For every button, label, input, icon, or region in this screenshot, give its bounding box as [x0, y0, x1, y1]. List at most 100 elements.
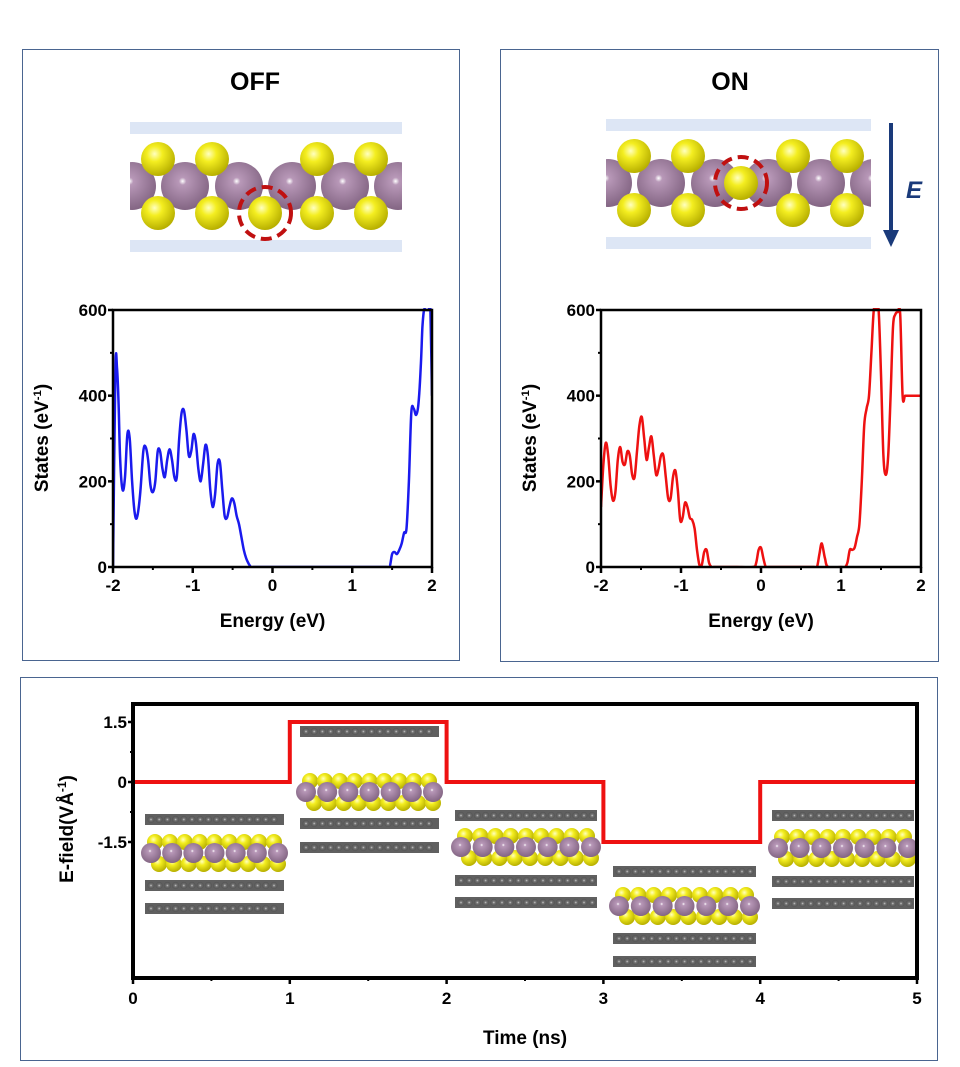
- carbon-atom: [188, 881, 196, 890]
- carbon-atom: [147, 904, 155, 913]
- carbon-atom: [840, 899, 848, 908]
- carbon-atom: [564, 876, 572, 885]
- carbon-atom: [782, 877, 790, 886]
- carbon-atom: [555, 898, 564, 907]
- carbon-atom: [831, 811, 840, 820]
- s-atom: [195, 142, 229, 176]
- carbon-atom: [245, 904, 253, 913]
- carbon-atom: [689, 957, 697, 966]
- carbon-atom: [392, 819, 400, 828]
- series-line: [601, 308, 921, 567]
- carbon-atom: [531, 898, 539, 907]
- carbon-atom: [482, 876, 490, 885]
- carbon-atom: [498, 898, 506, 907]
- carbon-atom: [213, 815, 221, 824]
- carbon-atom: [746, 957, 754, 966]
- carbon-atom: [689, 867, 697, 876]
- carbon-atom: [774, 899, 782, 908]
- carbon-atom: [196, 881, 204, 890]
- highlight-circle: [713, 155, 769, 211]
- carbon-atom: [730, 934, 738, 943]
- carbon-atom: [799, 877, 807, 886]
- carbon-atom: [417, 727, 425, 736]
- carbon-atom: [705, 867, 713, 876]
- mo-atom: [559, 837, 580, 857]
- carbon-atom: [221, 815, 229, 824]
- carbon-atom: [368, 819, 376, 828]
- carbon-atom: [270, 815, 278, 824]
- on-panel: [500, 49, 939, 662]
- snapshot: [141, 814, 288, 914]
- mos2-layer: [606, 139, 871, 227]
- carbon-atom: [262, 904, 270, 913]
- carbon-atom: [713, 957, 722, 966]
- x-tick-label: 0: [128, 989, 137, 1008]
- carbon-atom: [490, 876, 498, 885]
- y-axis-label-close: ): [32, 384, 53, 390]
- s-atom: [671, 139, 705, 173]
- mo-atom: [691, 159, 739, 207]
- mo-atom: [516, 837, 536, 857]
- carbon-atom: [376, 843, 384, 852]
- carbon-atom: [310, 819, 318, 828]
- carbon-atom: [376, 819, 384, 828]
- mo-atom: [718, 896, 739, 916]
- bottom-electrode: [130, 240, 402, 252]
- carbon-atom: [254, 904, 262, 913]
- s-atom: [830, 193, 864, 227]
- y-axis-label: E-field(VÅ-1): [55, 775, 78, 883]
- carbon-atom: [417, 843, 425, 852]
- carbon-atom: [738, 867, 746, 876]
- on-structure-illustration: [606, 119, 871, 249]
- carbon-atom: [697, 957, 705, 966]
- carbon-atom: [531, 876, 539, 885]
- mos2-layer: [130, 142, 402, 230]
- carbon-atom: [400, 843, 408, 852]
- snapshot: [296, 726, 443, 853]
- carbon-atom: [807, 899, 815, 908]
- carbon-atom: [889, 877, 897, 886]
- carbon-atom: [318, 727, 326, 736]
- carbon-atom: [856, 877, 864, 886]
- carbon-atom: [498, 876, 506, 885]
- carbon-atom: [738, 957, 746, 966]
- carbon-atom: [672, 957, 681, 966]
- carbon-atom: [204, 881, 212, 890]
- y-tick-label: 0: [118, 773, 127, 792]
- efield-label: E: [906, 177, 923, 204]
- snapshot: [768, 810, 918, 909]
- carbon-atom: [807, 877, 815, 886]
- carbon-atom: [905, 899, 913, 908]
- mo-atom: [268, 162, 316, 210]
- x-tick-label: -2: [105, 576, 120, 595]
- s-atom: [141, 196, 175, 230]
- carbon-atom: [730, 957, 738, 966]
- carbon-atom: [799, 899, 807, 908]
- carbon-atom: [237, 815, 245, 824]
- y-axis-label-main: States (eV: [32, 400, 53, 492]
- carbon-atom: [262, 815, 270, 824]
- carbon-atom: [498, 811, 506, 820]
- mo-atom: [797, 159, 845, 207]
- carbon-atom: [172, 881, 180, 890]
- carbon-atom: [774, 877, 782, 886]
- carbon-atom: [615, 934, 623, 943]
- carbon-atom: [746, 867, 754, 876]
- carbon-atom: [697, 867, 705, 876]
- carbon-atom: [490, 811, 498, 820]
- carbon-atom: [705, 957, 713, 966]
- carbon-atom: [384, 727, 392, 736]
- y-tick-label: 200: [567, 472, 595, 491]
- carbon-atom: [681, 867, 689, 876]
- carbon-atom: [588, 811, 596, 820]
- carbon-atom: [746, 934, 754, 943]
- carbon-atom: [848, 877, 856, 886]
- y-axis-label-superscript: -1: [520, 390, 532, 401]
- mo-atom: [833, 838, 853, 858]
- carbon-atom: [196, 904, 204, 913]
- efield-arrow-icon: [883, 123, 899, 247]
- mo-atom: [380, 782, 401, 802]
- x-tick-label: 1: [285, 989, 294, 1008]
- carbon-atom: [664, 867, 672, 876]
